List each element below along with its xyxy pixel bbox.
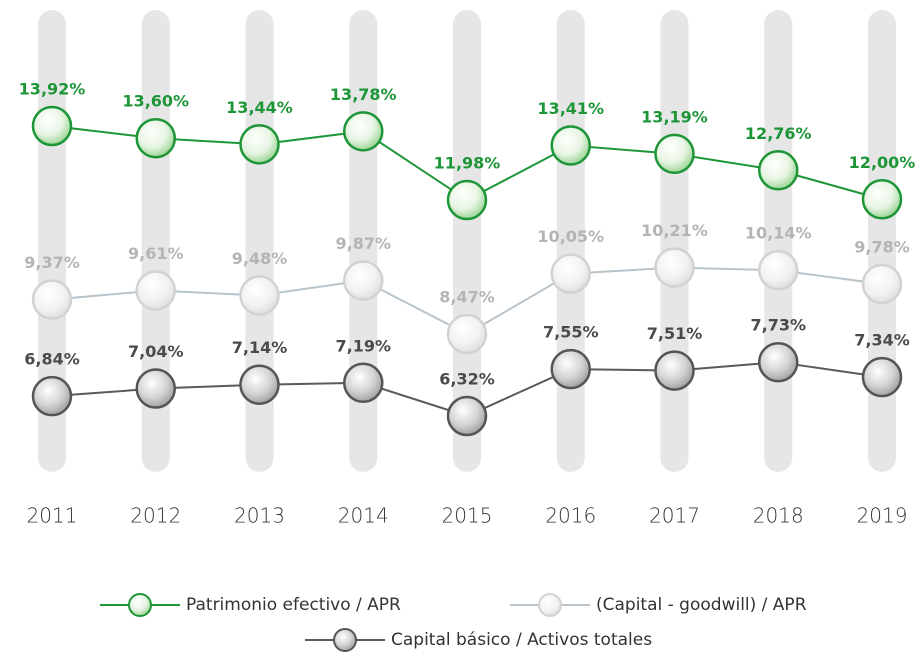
- x-tick-label: 2012: [130, 504, 181, 528]
- data-point: [446, 395, 488, 437]
- data-label: 9,37%: [24, 253, 80, 272]
- data-label: 7,14%: [232, 338, 288, 357]
- data-point: [550, 348, 591, 390]
- x-tick-label: 2015: [442, 504, 493, 528]
- data-label: 10,05%: [537, 227, 604, 246]
- column-band: [660, 10, 689, 472]
- x-tick-label: 2011: [27, 504, 78, 528]
- data-label: 7,55%: [543, 323, 599, 342]
- data-point: [861, 356, 903, 398]
- legend-label: (Capital - goodwill) / APR: [596, 595, 807, 615]
- data-point: [343, 362, 384, 404]
- data-label: 6,84%: [24, 350, 80, 369]
- data-point: [861, 263, 903, 305]
- data-point: [239, 364, 280, 405]
- data-point: [758, 249, 799, 291]
- legend-label: Capital básico / Activos totales: [391, 630, 652, 650]
- data-point: [31, 279, 73, 320]
- data-point: [861, 179, 903, 220]
- data-point: [31, 375, 73, 417]
- data-point: [446, 179, 488, 221]
- data-label: 13,60%: [122, 92, 189, 111]
- data-point: [31, 105, 73, 147]
- data-label: 9,61%: [128, 244, 184, 263]
- data-label: 7,19%: [335, 336, 391, 355]
- x-tick-label: 2014: [338, 504, 389, 528]
- legend-marker: [128, 593, 152, 617]
- data-point: [135, 368, 176, 409]
- data-point: [135, 270, 176, 311]
- data-label: 9,87%: [335, 234, 391, 253]
- legend-label: Patrimonio efectivo / APR: [186, 595, 401, 615]
- data-label: 7,34%: [854, 331, 910, 350]
- data-point: [550, 125, 591, 166]
- data-point: [343, 260, 384, 301]
- data-label: 9,78%: [854, 237, 910, 256]
- x-tick-label: 2013: [234, 504, 285, 528]
- column-band: [453, 10, 481, 472]
- data-label: 12,76%: [745, 124, 812, 143]
- data-point: [550, 253, 591, 294]
- data-label: 8,47%: [439, 287, 495, 306]
- data-label: 12,00%: [849, 153, 916, 172]
- x-tick-label: 2017: [649, 504, 700, 528]
- data-point: [654, 247, 695, 288]
- legend-marker: [333, 628, 357, 652]
- x-tick-label: 2018: [753, 504, 804, 528]
- data-label: 13,19%: [641, 107, 708, 126]
- data-label: 9,48%: [232, 249, 288, 268]
- data-label: 7,04%: [128, 342, 184, 361]
- x-tick-label: 2016: [545, 504, 596, 528]
- data-point: [654, 133, 695, 175]
- data-point: [654, 350, 695, 391]
- data-point: [758, 341, 799, 383]
- data-label: 10,14%: [745, 224, 812, 243]
- data-point: [446, 313, 488, 355]
- data-label: 13,78%: [330, 85, 397, 104]
- data-point: [135, 117, 176, 159]
- data-label: 13,92%: [19, 80, 86, 99]
- data-point: [758, 150, 799, 191]
- x-tick-label: 2019: [857, 504, 908, 528]
- data-label: 10,21%: [641, 221, 708, 240]
- data-point: [239, 275, 280, 316]
- data-label: 7,73%: [750, 316, 806, 335]
- data-label: 13,41%: [537, 99, 604, 118]
- data-point: [343, 111, 384, 152]
- data-label: 7,51%: [647, 324, 703, 343]
- data-point: [239, 124, 280, 165]
- data-label: 13,44%: [226, 98, 293, 117]
- legend-marker: [538, 593, 562, 617]
- column-band: [868, 10, 896, 472]
- data-label: 11,98%: [434, 154, 501, 173]
- data-label: 6,32%: [439, 370, 495, 389]
